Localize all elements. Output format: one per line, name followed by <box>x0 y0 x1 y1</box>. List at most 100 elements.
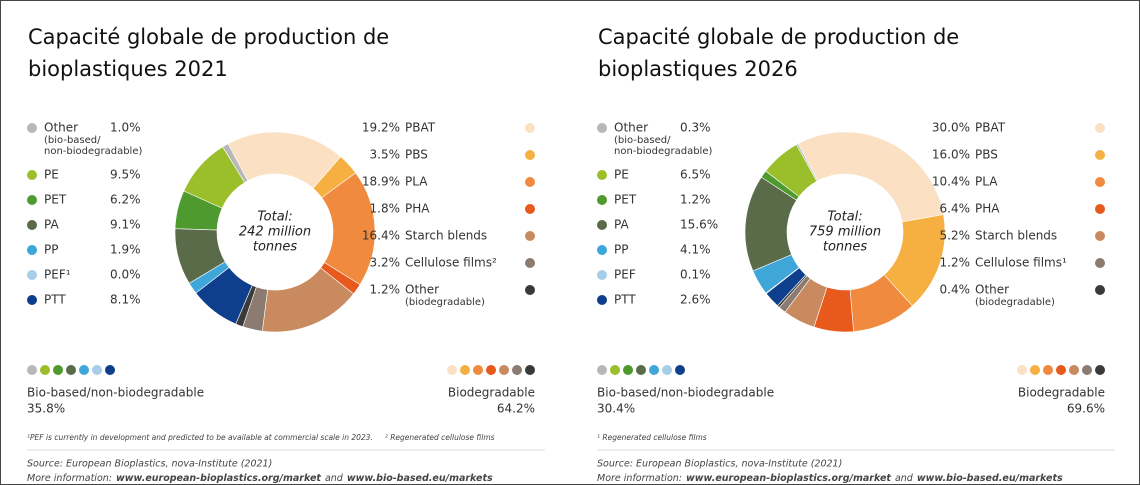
group-dot <box>27 365 37 375</box>
legend-label: PHA <box>975 202 1000 216</box>
more-info-part: More information: <box>27 473 112 484</box>
value-label: 10.4% <box>932 175 970 189</box>
legend-dot <box>597 170 607 180</box>
legend-label: Other <box>44 121 78 135</box>
center-label: Total: <box>257 210 292 225</box>
group-dot <box>92 365 102 375</box>
legend-label: PBS <box>405 148 428 162</box>
group-dot <box>66 365 76 375</box>
value-label: 0.0% <box>110 268 141 282</box>
legend-dot <box>27 170 37 180</box>
value-label: 8.1% <box>110 293 141 307</box>
group-value: 64.2% <box>497 402 535 416</box>
chart-title: Capacité globale de production de <box>28 25 389 49</box>
group-dot <box>649 365 659 375</box>
group-value: 69.6% <box>1067 402 1105 416</box>
legend-label: Starch blends <box>975 229 1057 243</box>
group-dot <box>40 365 50 375</box>
more-info-part: More information: <box>597 473 682 484</box>
value-label: 1.2% <box>370 283 401 297</box>
legend-dot <box>27 123 37 133</box>
legend-dot <box>27 220 37 230</box>
value-label: 5.2% <box>940 229 971 243</box>
group-label: Biodegradable <box>1018 386 1105 400</box>
legend-dot <box>27 270 37 280</box>
value-label: 16.4% <box>362 229 400 243</box>
value-label: 1.2% <box>680 193 711 207</box>
group-dot <box>525 365 535 375</box>
legend-label: PHA <box>405 202 430 216</box>
legend-label: PE <box>614 168 629 182</box>
more-info-part: www.european-bioplastics.org/market <box>116 473 321 484</box>
value-label: 1.9% <box>110 243 141 257</box>
legend-note: (biodegradable) <box>975 297 1055 308</box>
legend-dot <box>1095 150 1105 160</box>
more-info-part: and <box>895 473 914 484</box>
legend-dot <box>525 150 535 160</box>
value-label: 0.4% <box>940 283 971 297</box>
group-dot <box>1043 365 1053 375</box>
center-label: tonnes <box>823 240 868 255</box>
value-label: 9.1% <box>110 218 141 232</box>
legend-label: PLA <box>975 175 998 189</box>
value-label: 1.2% <box>940 256 971 270</box>
legend-label: PTT <box>44 293 66 307</box>
legend-dot <box>1095 204 1105 214</box>
value-label: 15.6% <box>680 218 718 232</box>
donut-segment <box>760 170 800 201</box>
more-info-part: www.bio-based.eu/markets <box>917 473 1063 484</box>
group-dot <box>623 365 633 375</box>
group-dot <box>1095 365 1105 375</box>
value-label: 6.4% <box>940 202 971 216</box>
group-dot <box>105 365 115 375</box>
source: Source: European Bioplastics, nova-Insti… <box>597 459 842 470</box>
group-dot <box>636 365 646 375</box>
group-label: Bio-based/non-biodegradable <box>597 386 774 400</box>
legend-dot <box>525 258 535 268</box>
legend-dot <box>597 220 607 230</box>
group-dot <box>1069 365 1079 375</box>
legend-note: (bio-based/ <box>614 135 671 146</box>
panel: Capacité globale de production de bioplas… <box>597 25 1115 484</box>
legend-label: PET <box>44 193 67 207</box>
legend-label: PEF¹ <box>44 268 71 282</box>
group-dot <box>1056 365 1066 375</box>
value-label: 1.8% <box>370 202 401 216</box>
legend-label: PET <box>614 193 637 207</box>
donut-segment <box>797 131 944 223</box>
group-dot <box>1030 365 1040 375</box>
legend-dot <box>525 204 535 214</box>
legend-dot <box>525 285 535 295</box>
value-label: 6.2% <box>110 193 141 207</box>
donut-segment <box>188 261 230 294</box>
donut-segment <box>744 176 797 272</box>
group-dot <box>610 365 620 375</box>
group-dot <box>499 365 509 375</box>
value-label: 0.1% <box>680 268 711 282</box>
center-label: 759 million <box>809 225 881 240</box>
value-label: 0.3% <box>680 121 711 135</box>
group-label: Bio-based/non-biodegradable <box>27 386 204 400</box>
donut-segment <box>174 228 226 284</box>
donut-segment <box>752 254 800 294</box>
legend-label: PEF <box>614 268 636 282</box>
legend-note: non-biodegradable) <box>614 146 712 157</box>
footnote: ² Regenerated cellulose films <box>385 433 495 442</box>
group-dot <box>512 365 522 375</box>
group-dot <box>460 365 470 375</box>
group-dot <box>79 365 89 375</box>
group-label: Biodegradable <box>448 386 535 400</box>
legend-dot <box>597 123 607 133</box>
legend-label: PTT <box>614 293 636 307</box>
legend-label: Cellulose films² <box>405 256 497 270</box>
panel: Capacité globale de production de bioplas… <box>27 25 545 484</box>
donut-segment <box>222 143 249 184</box>
value-label: 6.5% <box>680 168 711 182</box>
legend-dot <box>525 123 535 133</box>
legend-label: PBAT <box>405 121 436 135</box>
legend-label: Other <box>614 121 648 135</box>
legend-dot <box>27 295 37 305</box>
source: Source: European Bioplastics, nova-Insti… <box>27 459 272 470</box>
legend-dot <box>525 231 535 241</box>
